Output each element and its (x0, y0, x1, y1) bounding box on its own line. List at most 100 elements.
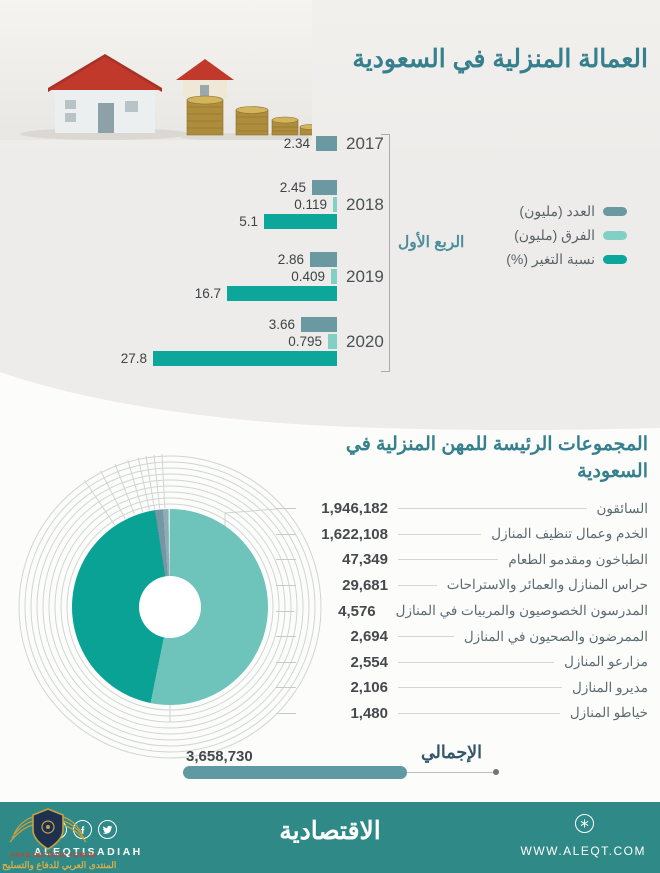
legend-label: العدد (مليون) (519, 203, 595, 219)
page-title: العمالة المنزلية في السعودية (352, 45, 648, 73)
profession-value: 1,480 (350, 704, 388, 722)
legend-label: الفرق (مليون) (514, 227, 595, 243)
bar-value-label: 5.1 (239, 214, 258, 229)
leader-line (398, 508, 587, 510)
year-label: 2017 (346, 133, 384, 153)
legend-label: نسبة التغير (%) (506, 251, 595, 267)
total-bar (183, 766, 407, 779)
connector-stub (276, 559, 296, 561)
bar (264, 214, 337, 229)
bar (301, 317, 337, 332)
bar-value-label: 27.8 (120, 351, 147, 366)
total-leader-dot (493, 769, 499, 775)
bar-chart: 2.34 2017 2.45 0.119 5.1 2018 2.86 0.409 16.7 201… (120, 133, 384, 366)
bar-value-label: 0.409 (291, 269, 325, 284)
year-label: 2019 (346, 266, 384, 286)
connector-stub (276, 508, 296, 510)
profession-label: الطباخون ومقدمو الطعام (508, 551, 648, 567)
profession-row: 2,554 مزارعو المنازل (276, 649, 648, 675)
website-url: WWW.ALEQT.COM (520, 844, 646, 858)
profession-value: 47,349 (342, 551, 388, 569)
profession-row: 2,106 مديرو المنازل (276, 675, 648, 701)
profession-row: 1,480 خياطو المنازل (276, 701, 648, 727)
leader-line (398, 661, 555, 663)
year-label: 2018 (346, 194, 384, 214)
profession-label: مديرو المنازل (572, 679, 648, 695)
legend-item: الفرق (مليون) (514, 227, 627, 244)
profession-label: الممرضون والصحيون في المنازل (463, 628, 648, 644)
profession-value: 2,554 (350, 653, 388, 671)
bar (316, 136, 337, 151)
globe-asterisk-icon (575, 814, 594, 833)
coin-stacks-illustration (186, 95, 312, 136)
arab-defense-forum-watermark-shield (9, 808, 87, 850)
twitter-icon (98, 820, 117, 839)
connector-stub (276, 584, 296, 586)
total-value: 3,658,730 (186, 748, 253, 765)
profession-label: خياطو المنازل (569, 705, 648, 721)
bar-value-label: 0.795 (288, 334, 322, 349)
bar (312, 180, 337, 195)
bar-value-label: 3.66 (268, 317, 295, 332)
profession-value: 29,681 (342, 576, 388, 594)
watermark-handle: ALEQTISADIAH (34, 846, 143, 858)
years-bracket (381, 134, 390, 372)
bar (328, 334, 337, 349)
profession-label: الخدم وعمال تنظيف المنازل (491, 526, 648, 542)
connector-stub (276, 712, 296, 714)
bar-value-label: 0.119 (294, 197, 327, 212)
legend-swatch (603, 255, 627, 264)
houses-coins-photo (0, 0, 312, 140)
donut-chart (72, 509, 268, 705)
connector-stub (276, 636, 296, 638)
profession-label: مزارعو المنازل (564, 654, 648, 670)
house-small-illustration (176, 59, 234, 98)
leader-line (398, 584, 437, 586)
profession-row: 1,946,182 السائقون (276, 496, 648, 522)
leader-line (398, 636, 454, 638)
connector-stub (276, 610, 294, 612)
profession-value: 4,576 (338, 602, 376, 620)
profession-row: 2,694 الممرضون والصحيون في المنازل (276, 624, 648, 650)
section-curve-divider (0, 372, 660, 440)
profession-row: 29,681 حراس المنازل والعمائر والاستراحات (276, 573, 648, 599)
section-title: المجموعات الرئيسة للمهن المنزلية في السع… (345, 434, 648, 482)
leader-line (398, 687, 563, 689)
aleqtisadiah-logo: الاقتصادية (279, 817, 381, 845)
connector-stub (276, 533, 296, 535)
profession-label: السائقون (596, 500, 649, 516)
profession-label: حراس المنازل والعمائر والاستراحات (446, 577, 648, 593)
legend-swatch (603, 207, 627, 216)
connector-stub (276, 687, 296, 689)
profession-row: 4,576 المدرسون الخصوصيون والمربيات في الم… (276, 598, 648, 624)
profession-value: 1,622,108 (321, 525, 388, 543)
bar-chart-legend: العدد (مليون) الفرق (مليون) نسبة التغير (%… (506, 203, 627, 268)
bar (227, 286, 337, 301)
bar (310, 252, 337, 267)
total-label: الإجمالي (420, 742, 482, 762)
total-leader-line (407, 772, 493, 773)
bar-value-label: 2.34 (283, 136, 310, 151)
profession-row: 1,622,108 الخدم وعمال تنظيف المنازل (276, 522, 648, 548)
legend-item: نسبة التغير (%) (506, 251, 627, 268)
bar-value-label: 16.7 (194, 286, 221, 301)
watermark-english-line: ARAB DEFENSE FORUM (10, 852, 96, 859)
bar (153, 351, 337, 366)
leader-line (398, 533, 482, 535)
profession-value: 1,946,182 (321, 500, 388, 518)
top-section: العمالة المنزلية في السعودية 2.34 2017 2.4… (0, 0, 660, 440)
bar (331, 269, 337, 284)
profession-value: 2,106 (350, 679, 388, 697)
leader-line (398, 712, 560, 714)
profession-label: المدرسون الخصوصيون والمربيات في المنازل (395, 603, 648, 619)
year-label: 2020 (346, 331, 384, 351)
leader-line (398, 559, 499, 561)
profession-row: 47,349 الطباخون ومقدمو الطعام (276, 547, 648, 573)
profession-value: 2,694 (350, 628, 388, 646)
donut-hole (139, 576, 201, 638)
professions-list: 1,946,182 السائقون 1,622,108 الخدم وعمال تن… (276, 496, 648, 726)
bar-value-label: 2.45 (279, 180, 306, 195)
watermark-arabic-line: المنتدى العربي للدفاع والتسليح (2, 860, 117, 870)
legend-item: العدد (مليون) (519, 203, 627, 220)
